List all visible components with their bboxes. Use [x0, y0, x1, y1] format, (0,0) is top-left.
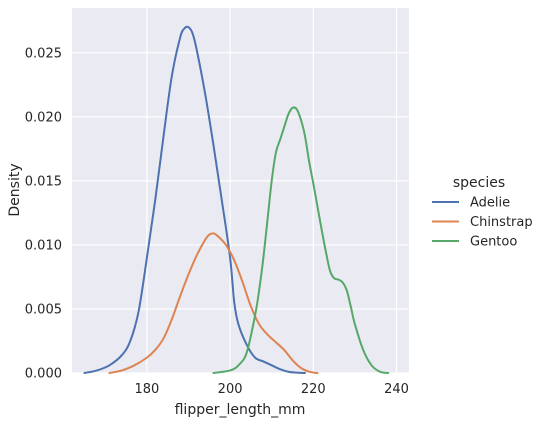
- x-tick-label: 180: [134, 382, 159, 397]
- y-axis-label: Density: [7, 163, 23, 216]
- legend: species Adelie Chinstrap Gentoo: [432, 175, 533, 250]
- plot-background: [72, 8, 409, 373]
- y-tick-label: 0.015: [25, 174, 62, 189]
- y-tick-label: 0.010: [25, 238, 62, 253]
- y-tick-label: 0.000: [25, 367, 62, 382]
- x-tick-label: 200: [218, 382, 243, 397]
- x-tick-labels: 180 200 220 240: [134, 382, 408, 397]
- x-tick-label: 240: [384, 382, 409, 397]
- grid: [72, 8, 409, 374]
- series-lines: [83, 25, 390, 374]
- x-axis-label: flipper_length_mm: [175, 402, 306, 418]
- legend-label-chinstrap: Chinstrap: [470, 215, 533, 230]
- legend-label-gentoo: Gentoo: [470, 235, 517, 250]
- y-tick-labels: 0.000 0.005 0.010 0.015 0.020 0.025: [25, 46, 62, 381]
- legend-label-adelie: Adelie: [470, 196, 510, 211]
- x-tick-label: 220: [301, 382, 326, 397]
- y-tick-label: 0.020: [25, 110, 62, 125]
- series-line-adelie: [83, 25, 306, 374]
- series-line-chinstrap: [108, 232, 319, 374]
- y-tick-label: 0.005: [25, 302, 62, 317]
- legend-title: species: [453, 175, 505, 191]
- y-tick-label: 0.025: [25, 46, 62, 61]
- series-line-gentoo: [212, 106, 390, 374]
